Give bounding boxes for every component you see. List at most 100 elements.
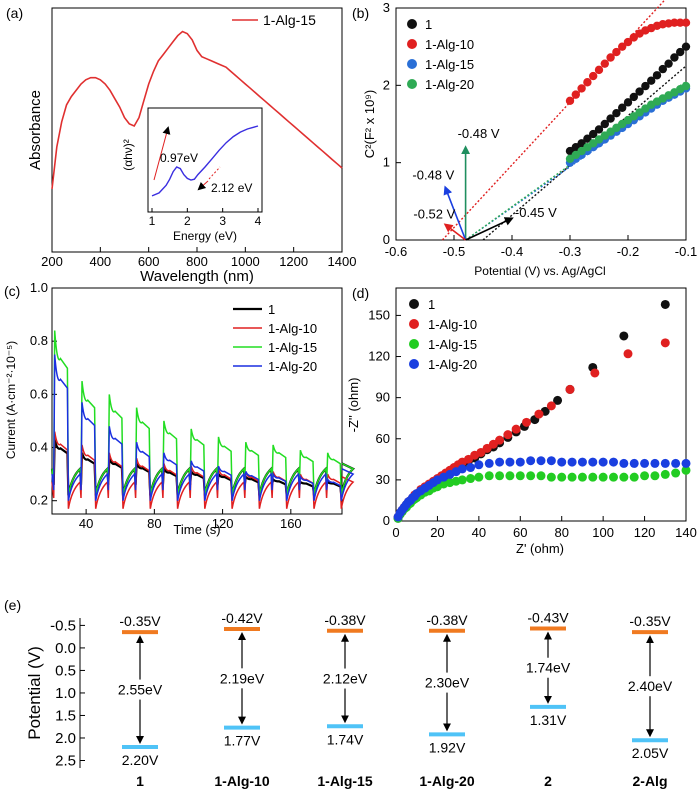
data-point — [557, 457, 567, 467]
x-tick-label: 600 — [138, 254, 160, 269]
y-tick-label: 150 — [368, 307, 390, 322]
data-point — [618, 103, 627, 112]
panel-a-ylabel: Absorbance — [27, 90, 44, 170]
data-point — [565, 96, 575, 106]
panel-d-legend: 1 1-Alg-10 1-Alg-15 1-Alg-20 — [409, 297, 477, 372]
data-point — [577, 472, 587, 482]
series-line — [51, 431, 355, 509]
data-point — [466, 463, 476, 473]
legend-marker — [407, 19, 417, 29]
panel-c-ylabel: Current (A·cm⁻²·10⁻⁵) — [4, 341, 18, 459]
legend-label: 1-Alg-20 — [428, 357, 477, 372]
data-point — [629, 472, 639, 482]
x-tick-label: 1200 — [279, 254, 308, 269]
data-point — [664, 59, 673, 68]
y-tick-label: 0.4 — [30, 440, 48, 455]
data-point — [536, 471, 546, 481]
x-tick-label: -0.4 — [501, 244, 523, 259]
inset-annotation-1: 0.97eV — [160, 151, 198, 165]
data-point — [623, 349, 633, 359]
inset-x-tick-label: 4 — [255, 214, 262, 228]
inset-arrow-2 — [197, 180, 209, 191]
data-point — [484, 471, 494, 481]
data-point — [640, 471, 650, 481]
data-point — [583, 78, 592, 87]
data-point — [526, 456, 536, 466]
panel-a-xlabel: Wavelength (nm) — [140, 268, 254, 285]
y-tick-label: 2.0 — [55, 730, 76, 747]
legend-label: 1-Alg-20 — [268, 359, 317, 374]
data-point — [619, 331, 629, 341]
data-point — [612, 108, 621, 118]
y-tick-label: -0.5 — [50, 617, 76, 634]
legend-label: 1-Alg-15 — [268, 340, 317, 355]
data-point — [567, 457, 577, 467]
data-point — [495, 435, 505, 445]
panel-b-frame — [395, 7, 687, 241]
data-point — [671, 458, 681, 468]
data-point — [515, 457, 525, 467]
sample-label: 1-Alg-15 — [317, 773, 372, 789]
inset-x-tick-label: 1 — [149, 214, 156, 228]
x-tick-label: -0.3 — [559, 244, 581, 259]
data-point — [676, 18, 685, 27]
x-tick-label: 800 — [186, 254, 208, 269]
panel-b-label: (b) — [352, 5, 369, 21]
series-line — [51, 354, 355, 501]
vb-label: 1.92V — [429, 739, 466, 755]
data-point — [600, 119, 609, 129]
y-tick-label: 120 — [368, 349, 390, 364]
data-point — [495, 471, 505, 481]
panel-a-inset-plot: 0.97eV 2.12 eV 1 2 3 4 Energy (eV) (αhν)² — [121, 107, 263, 243]
panel-d-label: (d) — [352, 285, 369, 301]
data-point — [594, 65, 604, 75]
legend-marker — [407, 59, 417, 69]
cb-label: -0.35V — [629, 613, 671, 629]
data-point — [647, 76, 656, 85]
panel-e-ylabel: Potential (V) — [25, 646, 44, 740]
data-point — [589, 71, 598, 81]
panel-b-ylabel: C²(F² x 10⁹) — [362, 90, 377, 158]
inset-series-line — [151, 125, 259, 197]
inset-tangent-1 — [153, 126, 171, 181]
data-point — [681, 81, 691, 91]
data-point — [557, 472, 567, 482]
data-point — [598, 472, 608, 482]
sample-label: 1-Alg-20 — [419, 773, 474, 789]
cb-label: -0.35V — [119, 613, 161, 629]
data-point — [606, 53, 615, 62]
data-point — [474, 460, 484, 470]
fit-line — [441, 0, 666, 241]
data-point — [652, 71, 662, 80]
legend-label: 1-Alg-10 — [428, 317, 477, 332]
data-point — [660, 338, 670, 348]
annotation-label: -0.48 V — [458, 126, 500, 141]
x-tick-label: 20 — [430, 525, 444, 540]
data-point — [505, 471, 515, 481]
panel-e-ticks: -0.5 0.0 0.5 1.0 1.5 2.0 2.5 — [50, 617, 85, 769]
x-tick-label: 100 — [592, 525, 614, 540]
panel-d-ylabel: -Z'' (ohm) — [346, 378, 361, 433]
annotation-arrow — [443, 185, 467, 241]
data-point — [474, 472, 484, 482]
panel-b-xlabel: Potential (V) vs. Ag/AgCl — [474, 264, 605, 278]
panel-d-ticks: 0 20 40 60 80 100 120 140 0 30 60 90 120 150 — [368, 307, 697, 540]
data-point — [629, 92, 638, 102]
x-tick-label: 1000 — [231, 254, 260, 269]
annotation-arrow — [443, 223, 467, 241]
panel-a-label: (a) — [6, 5, 23, 21]
gap-label: 2.19eV — [220, 670, 265, 686]
data-point — [546, 456, 556, 466]
legend-label: 1 — [425, 17, 432, 32]
gap-label: 2.12eV — [323, 671, 368, 687]
series-line — [51, 330, 355, 496]
data-point — [660, 299, 670, 309]
data-point — [457, 464, 467, 474]
panel-c-ticks: 40 80 120 160 0.2 0.4 0.6 0.8 1.0 — [30, 280, 302, 531]
data-point — [457, 475, 467, 485]
y-tick-label: 1.5 — [55, 707, 76, 724]
y-tick-label: 60 — [376, 431, 390, 446]
data-point — [606, 114, 615, 123]
panel-c-legend: 1 1-Alg-10 1-Alg-15 1-Alg-20 — [233, 302, 317, 374]
gap-label: 1.74eV — [526, 660, 571, 676]
